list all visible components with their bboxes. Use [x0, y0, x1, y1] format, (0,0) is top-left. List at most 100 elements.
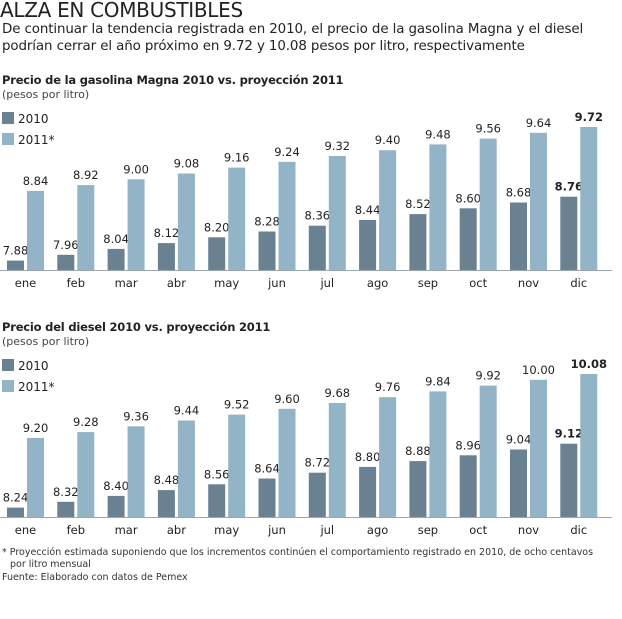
x-tick-feb: feb — [67, 523, 85, 537]
data-label-2010-ene: 7.88 — [3, 244, 29, 258]
bar-2010-abr — [157, 490, 175, 517]
x-tick-abr: abr — [167, 523, 186, 537]
data-label-2010-jul: 8.36 — [304, 209, 330, 223]
bar-2011-dic — [580, 127, 598, 270]
x-tick-feb: feb — [67, 276, 85, 290]
x-tick-may: may — [214, 523, 239, 537]
data-label-2011-dic: 9.72 — [575, 110, 603, 124]
diesel-chart-title: Precio del diesel 2010 vs. proyección 20… — [2, 320, 271, 334]
x-tick-oct: oct — [469, 523, 487, 537]
data-label-2011-ago: 9.76 — [375, 380, 401, 394]
bar-2011-jun — [278, 161, 296, 270]
legend-swatch-1 — [2, 133, 14, 145]
bar-2011-jul — [328, 156, 346, 270]
x-tick-jun: jun — [267, 276, 286, 290]
bar-2010-ago — [359, 466, 377, 517]
bar-2010-dic — [560, 196, 578, 270]
data-label-2011-ago: 9.40 — [375, 133, 401, 147]
data-label-2010-jun: 8.64 — [254, 462, 280, 476]
bar-2011-mar — [127, 179, 145, 270]
data-label-2010-abr: 8.48 — [154, 473, 180, 487]
bar-2010-may — [208, 484, 226, 517]
bar-2011-jun — [278, 408, 296, 517]
data-label-2011-jun: 9.24 — [274, 145, 300, 159]
bar-2010-oct — [459, 455, 477, 517]
bar-2010-feb — [57, 501, 75, 517]
bar-2011-ago — [379, 150, 397, 270]
x-tick-ago: ago — [367, 523, 388, 537]
data-label-2011-jul: 9.32 — [324, 139, 350, 153]
legend-label-1: 2011* — [18, 380, 55, 394]
footnote: * Proyección estimada suponiendo que los… — [2, 547, 594, 558]
bar-2010-abr — [157, 243, 175, 270]
legend-swatch-1 — [2, 380, 14, 392]
lede: De continuar la tendencia registrada en … — [2, 22, 584, 54]
data-label-2010-sep: 8.52 — [405, 197, 431, 211]
gasoline-chart-title: Precio de la gasolina Magna 2010 vs. pro… — [2, 73, 344, 87]
bar-2011-ene — [27, 190, 44, 270]
diesel-price-chart: 2010 2011* 8.24 9.20 ene 8.32 9.28 feb 8.40 9.36 m… — [0, 357, 612, 537]
x-tick-may: may — [214, 276, 239, 290]
data-label-2011-mar: 9.00 — [123, 162, 149, 176]
data-label-2011-feb: 9.28 — [73, 415, 99, 429]
data-label-2011-ene: 8.84 — [23, 174, 49, 188]
bar-2010-may — [208, 237, 226, 270]
legend-swatch-0 — [2, 359, 14, 371]
x-tick-ene: ene — [15, 523, 36, 537]
bar-2011-abr — [177, 420, 195, 517]
bar-2011-feb — [77, 185, 95, 270]
bar-2011-dic — [580, 374, 598, 517]
bar-2011-mar — [127, 426, 145, 517]
bar-2011-feb — [77, 432, 95, 517]
data-label-2011-may: 9.52 — [224, 398, 250, 412]
bar-2010-dic — [560, 443, 578, 517]
data-label-2010-ene: 8.24 — [3, 491, 29, 505]
data-label-2010-mar: 8.40 — [103, 479, 129, 493]
gasoline-chart-unit: (pesos por litro) — [2, 88, 90, 101]
bar-2010-nov — [510, 202, 527, 270]
gasoline-price-chart: 2010 2011* 7.88 8.84 ene 7.96 8.92 feb 8.04 9.00 m… — [0, 110, 612, 290]
bar-2010-ago — [359, 219, 377, 270]
x-tick-ene: ene — [15, 276, 36, 290]
data-label-2010-jun: 8.28 — [254, 215, 280, 229]
bar-2011-may — [228, 414, 246, 517]
data-label-2010-mar: 8.04 — [103, 232, 129, 246]
x-tick-jun: jun — [267, 523, 286, 537]
x-tick-dic: dic — [570, 276, 587, 290]
x-tick-sep: sep — [418, 276, 438, 290]
bar-2011-ago — [379, 397, 397, 517]
bar-2010-ene — [7, 260, 24, 270]
data-label-2011-dic: 10.08 — [571, 357, 607, 371]
bar-2010-mar — [107, 495, 125, 517]
bar-2010-feb — [57, 254, 75, 270]
data-label-2010-ago: 8.44 — [355, 203, 381, 217]
footnote-continued: por litro mensual — [10, 559, 91, 570]
data-label-2011-jun: 9.60 — [274, 392, 300, 406]
bar-2010-jun — [258, 231, 276, 270]
bar-2011-nov — [530, 379, 547, 517]
data-label-2010-abr: 8.12 — [154, 226, 180, 240]
data-label-2011-abr: 9.44 — [174, 404, 200, 418]
x-tick-ago: ago — [367, 276, 388, 290]
bar-2011-may — [228, 167, 246, 270]
data-label-2011-oct: 9.92 — [475, 369, 501, 383]
x-tick-jul: jul — [319, 276, 334, 290]
data-label-2011-abr: 9.08 — [174, 157, 200, 171]
data-label-2011-feb: 8.92 — [73, 168, 99, 182]
data-label-2011-sep: 9.84 — [425, 374, 451, 388]
data-label-2010-oct: 8.60 — [455, 191, 481, 205]
legend-swatch-0 — [2, 112, 14, 124]
legend-label-0: 2010 — [18, 112, 49, 126]
bar-2011-oct — [479, 138, 497, 270]
x-tick-nov: nov — [518, 276, 539, 290]
x-tick-jul: jul — [319, 523, 334, 537]
data-label-2010-dic: 8.76 — [555, 180, 583, 194]
data-label-2010-nov: 9.04 — [506, 433, 532, 447]
data-label-2010-ago: 8.80 — [355, 450, 381, 464]
bar-2011-sep — [429, 144, 447, 270]
data-label-2011-may: 9.16 — [224, 151, 250, 165]
data-label-2010-nov: 8.68 — [506, 186, 532, 200]
data-label-2010-may: 8.20 — [204, 220, 230, 234]
bar-2010-mar — [107, 248, 125, 270]
data-label-2011-nov: 10.00 — [522, 363, 555, 377]
